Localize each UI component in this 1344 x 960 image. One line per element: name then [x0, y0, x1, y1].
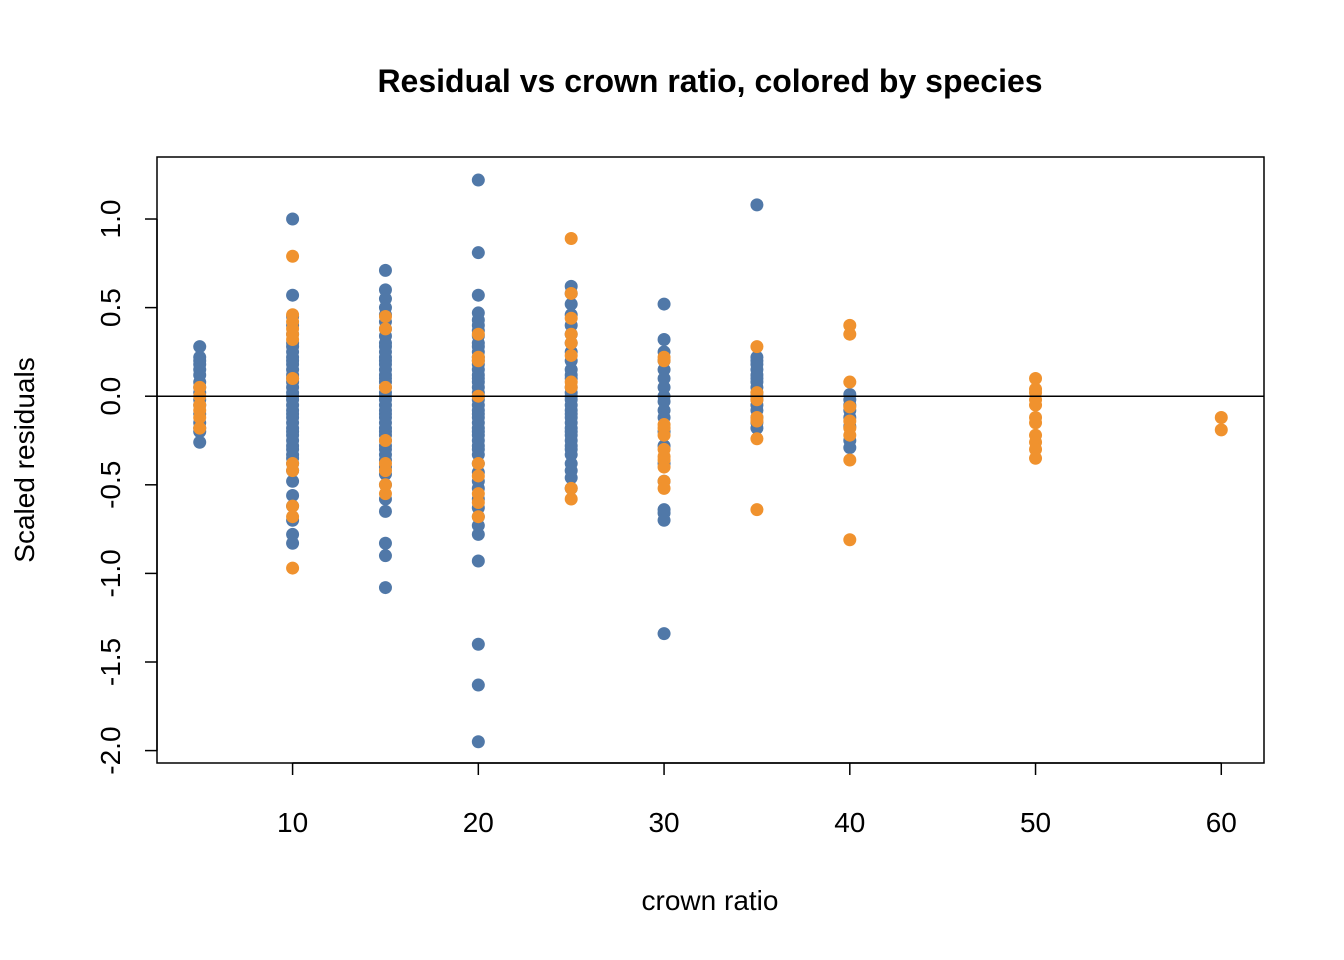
data-point: [286, 510, 300, 524]
x-axis-label: crown ratio: [642, 885, 779, 916]
chart-title: Residual vs crown ratio, colored by spec…: [377, 63, 1042, 99]
data-point: [564, 297, 578, 311]
y-axis: -2.0 -1.5 -1.0 -0.5 0.0 0.5 1.0: [95, 200, 158, 775]
data-point: [378, 504, 392, 518]
data-point: [378, 549, 392, 563]
x-tick-label: 10: [277, 807, 308, 838]
data-point: [843, 327, 857, 341]
data-point: [1214, 410, 1228, 424]
data-point: [1029, 416, 1043, 430]
y-axis-label: Scaled residuals: [9, 357, 40, 562]
data-point: [564, 311, 578, 325]
data-point: [286, 561, 300, 575]
data-point: [843, 375, 857, 389]
data-point: [471, 288, 485, 302]
data-point: [378, 581, 392, 595]
data-point: [193, 421, 207, 435]
data-point: [471, 327, 485, 341]
plot-frame: [156, 156, 1265, 764]
data-point: [378, 263, 392, 277]
data-point: [657, 627, 671, 641]
data-point: [286, 474, 300, 488]
data-point: [471, 457, 485, 471]
data-point: [657, 297, 671, 311]
data-point: [471, 173, 485, 187]
data-point: [193, 410, 207, 424]
data-point: [564, 492, 578, 506]
x-tick-label: 30: [648, 807, 679, 838]
data-point: [564, 481, 578, 495]
data-point: [471, 510, 485, 524]
data-point: [657, 460, 671, 474]
data-point: [471, 527, 485, 541]
data-point: [286, 249, 300, 263]
data-point: [564, 380, 578, 394]
data-point: [657, 513, 671, 527]
data-point: [564, 348, 578, 362]
data-point: [471, 554, 485, 568]
data-point: [286, 499, 300, 513]
y-tick-label: -1.5: [95, 638, 126, 686]
y-tick-label: 0.5: [95, 288, 126, 327]
data-point: [750, 340, 764, 354]
data-point: [378, 464, 392, 478]
x-tick-label: 60: [1206, 807, 1237, 838]
data-point: [1029, 371, 1043, 385]
data-point: [657, 354, 671, 368]
data-point: [657, 333, 671, 347]
x-tick-label: 40: [834, 807, 865, 838]
data-point: [843, 453, 857, 467]
data-point: [750, 432, 764, 446]
data-point: [564, 286, 578, 300]
data-point: [471, 246, 485, 260]
y-tick-label: -2.0: [95, 726, 126, 774]
data-point: [471, 354, 485, 368]
data-point: [843, 441, 857, 455]
data-point: [750, 393, 764, 407]
data-point: [657, 481, 671, 495]
data-point: [193, 340, 207, 354]
data-point: [286, 212, 300, 226]
data-point: [471, 469, 485, 483]
y-tick-label: -0.5: [95, 461, 126, 509]
data-point: [471, 735, 485, 749]
data-point: [471, 637, 485, 651]
data-point: [750, 414, 764, 428]
data-point: [378, 434, 392, 448]
data-point: [1029, 398, 1043, 412]
data-point: [378, 322, 392, 336]
data-point: [193, 435, 207, 449]
data-point: [843, 400, 857, 414]
data-point: [1214, 423, 1228, 437]
y-tick-label: 0.0: [95, 377, 126, 416]
data-points: [193, 173, 1228, 749]
data-point: [564, 336, 578, 350]
y-tick-label: 1.0: [95, 200, 126, 239]
data-point: [471, 678, 485, 692]
y-tick-label: -1.0: [95, 549, 126, 597]
data-point: [378, 380, 392, 394]
data-point: [750, 198, 764, 212]
x-tick-label: 50: [1020, 807, 1051, 838]
data-point: [286, 536, 300, 550]
data-point: [286, 288, 300, 302]
data-point: [378, 487, 392, 501]
x-tick-label: 20: [463, 807, 494, 838]
data-point: [286, 488, 300, 502]
data-point: [378, 536, 392, 550]
data-point: [564, 232, 578, 246]
data-point: [657, 428, 671, 442]
data-point: [843, 428, 857, 442]
data-point: [286, 371, 300, 385]
data-point: [843, 533, 857, 547]
data-point: [750, 503, 764, 517]
data-point: [1029, 451, 1043, 465]
data-point: [378, 309, 392, 323]
data-point: [286, 333, 300, 347]
data-point: [471, 496, 485, 510]
data-point: [564, 471, 578, 485]
x-axis: 10 20 30 40 50 60: [277, 762, 1237, 838]
data-point: [286, 464, 300, 478]
